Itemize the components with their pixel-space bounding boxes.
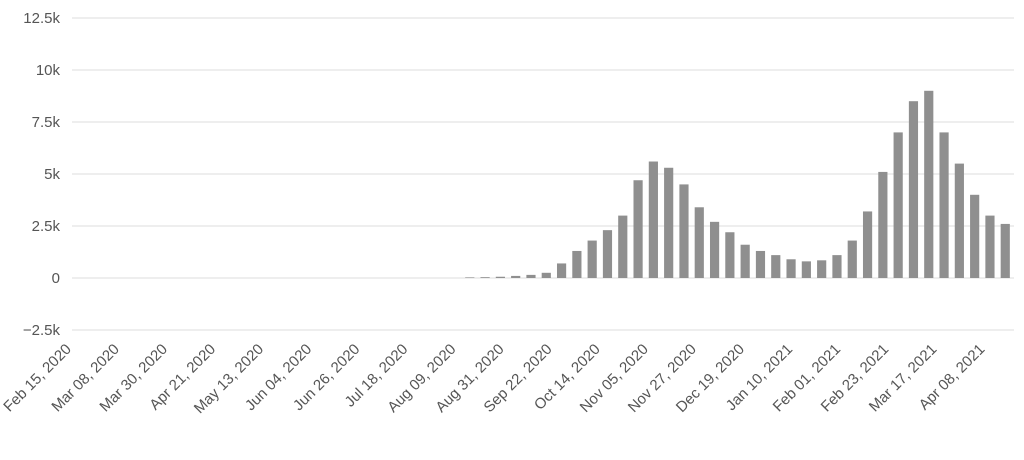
bar bbox=[771, 255, 781, 278]
bar bbox=[862, 211, 873, 278]
bar bbox=[709, 221, 720, 278]
bar bbox=[511, 275, 521, 278]
y-tick-label: 12.5k bbox=[23, 10, 60, 27]
bar bbox=[893, 132, 903, 278]
bar bbox=[725, 232, 735, 278]
bar bbox=[755, 250, 766, 278]
bar bbox=[924, 90, 934, 278]
bar bbox=[556, 263, 567, 278]
y-tick-label: 2.5k bbox=[32, 218, 61, 235]
bar bbox=[465, 277, 475, 278]
bar bbox=[480, 277, 490, 278]
y-tick-label: 7.5k bbox=[32, 114, 61, 131]
bar bbox=[572, 250, 582, 278]
bar bbox=[664, 167, 674, 278]
bar bbox=[618, 215, 628, 278]
bar bbox=[954, 163, 964, 278]
bar bbox=[985, 215, 995, 278]
bar bbox=[878, 171, 888, 278]
y-tick-label: 5k bbox=[44, 166, 60, 183]
bar bbox=[970, 194, 980, 278]
bar bbox=[832, 255, 842, 278]
bar bbox=[740, 244, 750, 278]
bar bbox=[526, 274, 536, 278]
bar bbox=[587, 240, 597, 278]
y-axis-tick-labels: 12.5k 10k 7.5k 5k 2.5k 0 −2.5k bbox=[23, 10, 61, 339]
bar bbox=[679, 184, 689, 278]
bar bbox=[908, 101, 919, 278]
bar-series bbox=[465, 90, 1010, 278]
bar bbox=[801, 261, 811, 278]
y-tick-label: −2.5k bbox=[23, 322, 61, 339]
bar bbox=[1000, 223, 1010, 278]
y-tick-label: 0 bbox=[52, 270, 60, 287]
bar bbox=[786, 259, 796, 278]
bar bbox=[847, 240, 857, 278]
y-gridlines bbox=[72, 17, 1014, 331]
bar bbox=[633, 180, 643, 278]
bar bbox=[694, 207, 704, 278]
y-tick-label: 10k bbox=[36, 62, 61, 79]
bar bbox=[939, 132, 949, 278]
bar bbox=[817, 260, 827, 278]
bar bbox=[648, 161, 658, 278]
bar bbox=[495, 276, 505, 278]
bar bbox=[541, 272, 551, 278]
bar bbox=[602, 230, 613, 278]
